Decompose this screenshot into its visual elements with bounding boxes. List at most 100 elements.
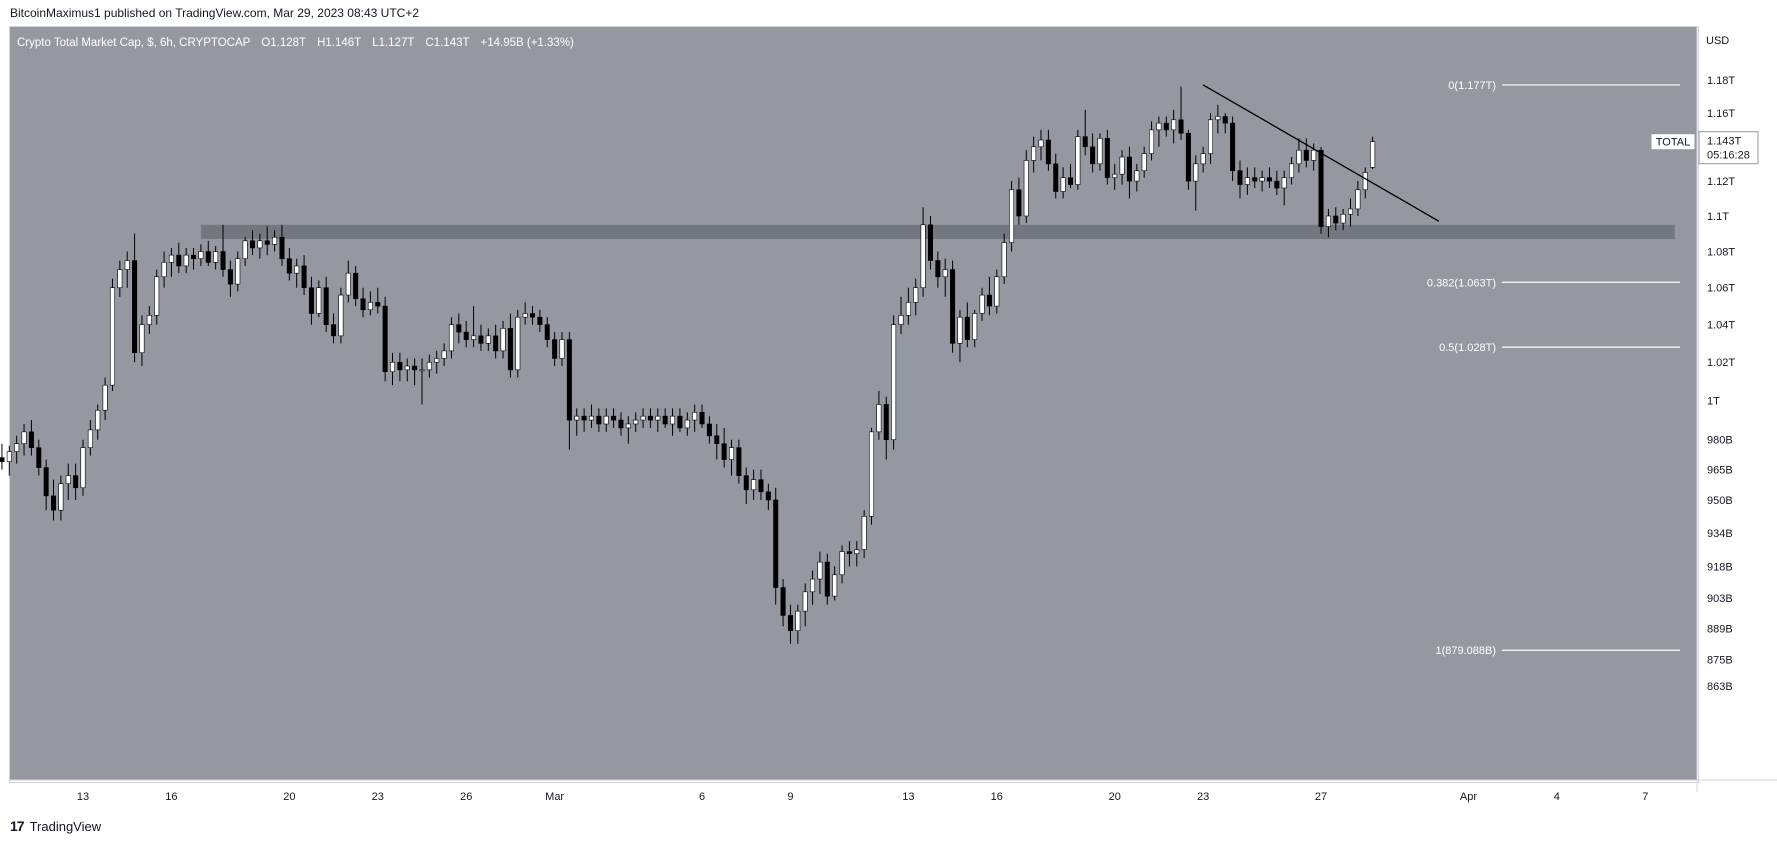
candle-down[interactable] <box>743 475 749 491</box>
candle-up[interactable] <box>1141 153 1147 172</box>
candle-up[interactable] <box>161 262 167 278</box>
candle-up[interactable] <box>1259 177 1265 182</box>
candle-down[interactable] <box>824 561 830 597</box>
candle-up[interactable] <box>109 287 115 386</box>
candle-down[interactable] <box>1185 132 1191 182</box>
candle-down[interactable] <box>706 423 712 437</box>
candle-down[interactable] <box>1237 170 1243 185</box>
candle-down[interactable] <box>1274 180 1280 189</box>
candle-up[interactable] <box>154 276 160 316</box>
candle-up[interactable] <box>1325 215 1331 227</box>
candle-up[interactable] <box>419 369 425 372</box>
candle-up[interactable] <box>58 483 64 511</box>
candle-down[interactable] <box>382 305 388 373</box>
candle-down[interactable] <box>1067 177 1073 185</box>
candle-up[interactable] <box>367 302 373 311</box>
candle-up[interactable] <box>235 258 241 285</box>
candle-up[interactable] <box>1009 189 1015 243</box>
candle-up[interactable] <box>139 324 145 354</box>
candle-up[interactable] <box>979 294 985 314</box>
candle-down[interactable] <box>353 272 359 300</box>
candle-up[interactable] <box>404 365 410 371</box>
candle-up[interactable] <box>1340 213 1346 224</box>
candle-up[interactable] <box>1149 129 1155 154</box>
candle-up[interactable] <box>957 316 963 344</box>
candle-up[interactable] <box>1023 160 1029 217</box>
candle-up[interactable] <box>802 591 808 612</box>
candle-down[interactable] <box>552 339 558 359</box>
candle-up[interactable] <box>1289 163 1295 178</box>
candle-down[interactable] <box>1318 149 1324 227</box>
candle-up[interactable] <box>1171 119 1177 131</box>
candle-up[interactable] <box>14 443 20 452</box>
candle-up[interactable] <box>1156 122 1162 131</box>
candle-down[interactable] <box>28 431 34 448</box>
candle-down[interactable] <box>1230 122 1236 172</box>
candle-up[interactable] <box>1215 116 1221 121</box>
candle-up[interactable] <box>1075 136 1081 185</box>
candle-up[interactable] <box>345 272 351 296</box>
candle-up[interactable] <box>338 294 344 337</box>
candle-down[interactable] <box>286 258 292 274</box>
tradingview-logo-icon[interactable]: 17 <box>10 818 25 834</box>
candle-down[interactable] <box>596 415 602 425</box>
candle-down[interactable] <box>846 551 852 555</box>
candle-down[interactable] <box>950 269 956 344</box>
candle-down[interactable] <box>787 615 793 631</box>
candle-down[interactable] <box>191 254 197 260</box>
candle-up[interactable] <box>751 479 757 491</box>
candle-up[interactable] <box>684 419 690 429</box>
candle-down[interactable] <box>780 587 786 616</box>
candle-up[interactable] <box>913 287 919 303</box>
candle-up[interactable] <box>80 447 86 489</box>
candle-up[interactable] <box>1119 156 1125 175</box>
candle-up[interactable] <box>588 415 594 421</box>
candle-up[interactable] <box>1311 149 1317 161</box>
candle-down[interactable] <box>176 254 182 267</box>
candle-up[interactable] <box>1001 242 1007 278</box>
candle-up[interactable] <box>603 415 609 425</box>
candle-up[interactable] <box>574 415 580 421</box>
candle-up[interactable] <box>426 361 432 371</box>
candle-up[interactable] <box>1038 139 1044 148</box>
candle-down[interactable] <box>331 324 337 337</box>
candle-up[interactable] <box>65 475 71 485</box>
candle-up[interactable] <box>994 276 1000 307</box>
candle-down[interactable] <box>73 475 79 489</box>
candle-down[interactable] <box>1053 163 1059 192</box>
candle-up[interactable] <box>6 451 12 462</box>
candle-down[interactable] <box>1090 146 1096 165</box>
candle-down[interactable] <box>264 240 270 245</box>
candle-down[interactable] <box>537 316 543 325</box>
candle-down[interactable] <box>986 294 992 307</box>
candle-up[interactable] <box>1060 177 1066 192</box>
candle-up[interactable] <box>485 335 491 344</box>
candle-down[interactable] <box>227 269 233 285</box>
candle-down[interactable] <box>456 324 462 333</box>
candle-down[interactable] <box>301 265 307 289</box>
candle-up[interactable] <box>839 551 845 576</box>
candle-up[interactable] <box>1112 173 1118 178</box>
candle-down[interactable] <box>935 260 941 278</box>
candle-down[interactable] <box>736 447 742 476</box>
candle-up[interactable] <box>810 578 816 593</box>
candle-up[interactable] <box>448 324 454 352</box>
candle-up[interactable] <box>1355 189 1361 210</box>
candle-down[interactable] <box>397 361 403 371</box>
candle-down[interactable] <box>360 298 366 311</box>
candle-down[interactable] <box>611 415 617 421</box>
candle-down[interactable] <box>412 365 418 371</box>
candle-up[interactable] <box>972 313 978 340</box>
candle-up[interactable] <box>942 269 948 278</box>
candle-down[interactable] <box>530 313 536 318</box>
candle-down[interactable] <box>883 404 889 441</box>
candle-down[interactable] <box>43 467 49 497</box>
candle-down[interactable] <box>618 419 624 429</box>
candle-up[interactable] <box>515 316 521 371</box>
candle-down[interactable] <box>566 339 572 421</box>
candle-up[interactable] <box>1134 170 1140 182</box>
candle-down[interactable] <box>1266 177 1272 182</box>
candle-up[interactable] <box>183 254 189 267</box>
candle-down[interactable] <box>1016 189 1022 217</box>
